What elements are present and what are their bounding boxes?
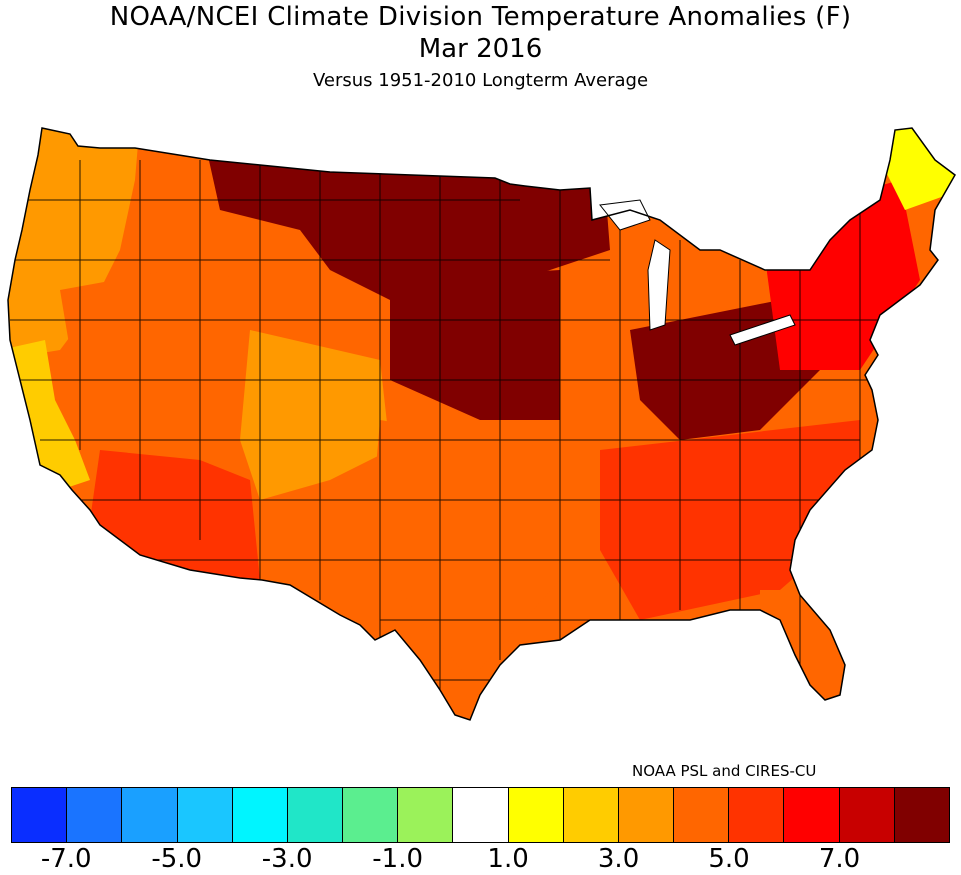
- legend-swatch: [508, 788, 564, 842]
- region-florida: [760, 590, 861, 720]
- legend-swatch: [232, 788, 288, 842]
- credit-text: NOAA PSL and CIRES-CU: [632, 762, 817, 780]
- map-title: NOAA/NCEI Climate Division Temperature A…: [109, 2, 852, 32]
- legend-swatch: [287, 788, 344, 842]
- legend-swatch: [674, 788, 730, 842]
- legend-tick-label: -7.0: [40, 844, 92, 874]
- lake-erie: [729, 314, 796, 346]
- region-upper-midwest: [390, 270, 560, 420]
- legend-swatch: [67, 788, 123, 842]
- legend-tick-label: 1.0: [487, 844, 529, 874]
- legend-swatch: [177, 788, 233, 842]
- legend-swatch: [839, 788, 895, 842]
- legend-swatch: [122, 788, 178, 842]
- legend-swatch: [618, 788, 675, 842]
- region-central-rockies: [240, 330, 390, 500]
- legend-swatch: [563, 788, 619, 842]
- legend-tick-label: -3.0: [261, 844, 313, 874]
- region-pacific-northwest: [8, 128, 140, 360]
- region-great-basin: [60, 270, 260, 460]
- legend-swatch: [729, 788, 785, 842]
- legend-tick-label: 3.0: [597, 844, 640, 874]
- region-southern-plains: [370, 420, 560, 680]
- climate-division-boundaries: [10, 160, 880, 690]
- region-ohio-valley: [630, 300, 820, 440]
- map-subtitle: Versus 1951-2010 Longterm Average: [312, 70, 649, 91]
- legend-tick-label: 7.0: [818, 844, 861, 874]
- color-legend: [11, 787, 950, 843]
- legend-tick-label: -5.0: [151, 844, 203, 874]
- legend-tick-label: -1.0: [372, 844, 423, 874]
- legend-swatch: [453, 788, 509, 842]
- legend-swatch: [398, 788, 454, 842]
- region-southwest: [90, 450, 260, 580]
- legend-tick-label: 5.0: [708, 844, 750, 874]
- legend-swatch: [12, 788, 68, 842]
- legend-swatch: [784, 788, 840, 842]
- legend-swatch: [894, 788, 949, 842]
- region-northeast: [760, 180, 920, 370]
- lake-michigan: [647, 239, 671, 331]
- legend-swatch: [343, 788, 399, 842]
- region-southeast: [600, 420, 860, 620]
- map-period: Mar 2016: [418, 34, 543, 64]
- lake-superior: [599, 199, 651, 231]
- temperature-anomaly-map: [7, 127, 956, 721]
